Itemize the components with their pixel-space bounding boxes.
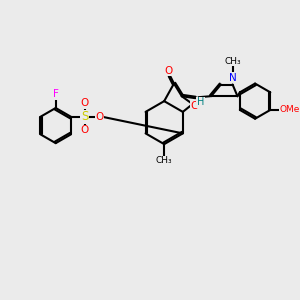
Text: O: O xyxy=(190,101,199,111)
Text: CH₃: CH₃ xyxy=(224,57,241,66)
Text: S: S xyxy=(81,110,88,123)
Text: OMe: OMe xyxy=(280,105,300,114)
Text: O: O xyxy=(164,66,172,76)
Text: F: F xyxy=(53,89,58,99)
Text: O: O xyxy=(95,112,103,122)
Text: CH₃: CH₃ xyxy=(156,156,172,165)
Text: H: H xyxy=(197,97,204,107)
Text: O: O xyxy=(80,125,89,136)
Text: O: O xyxy=(80,98,89,108)
Text: N: N xyxy=(229,73,236,83)
